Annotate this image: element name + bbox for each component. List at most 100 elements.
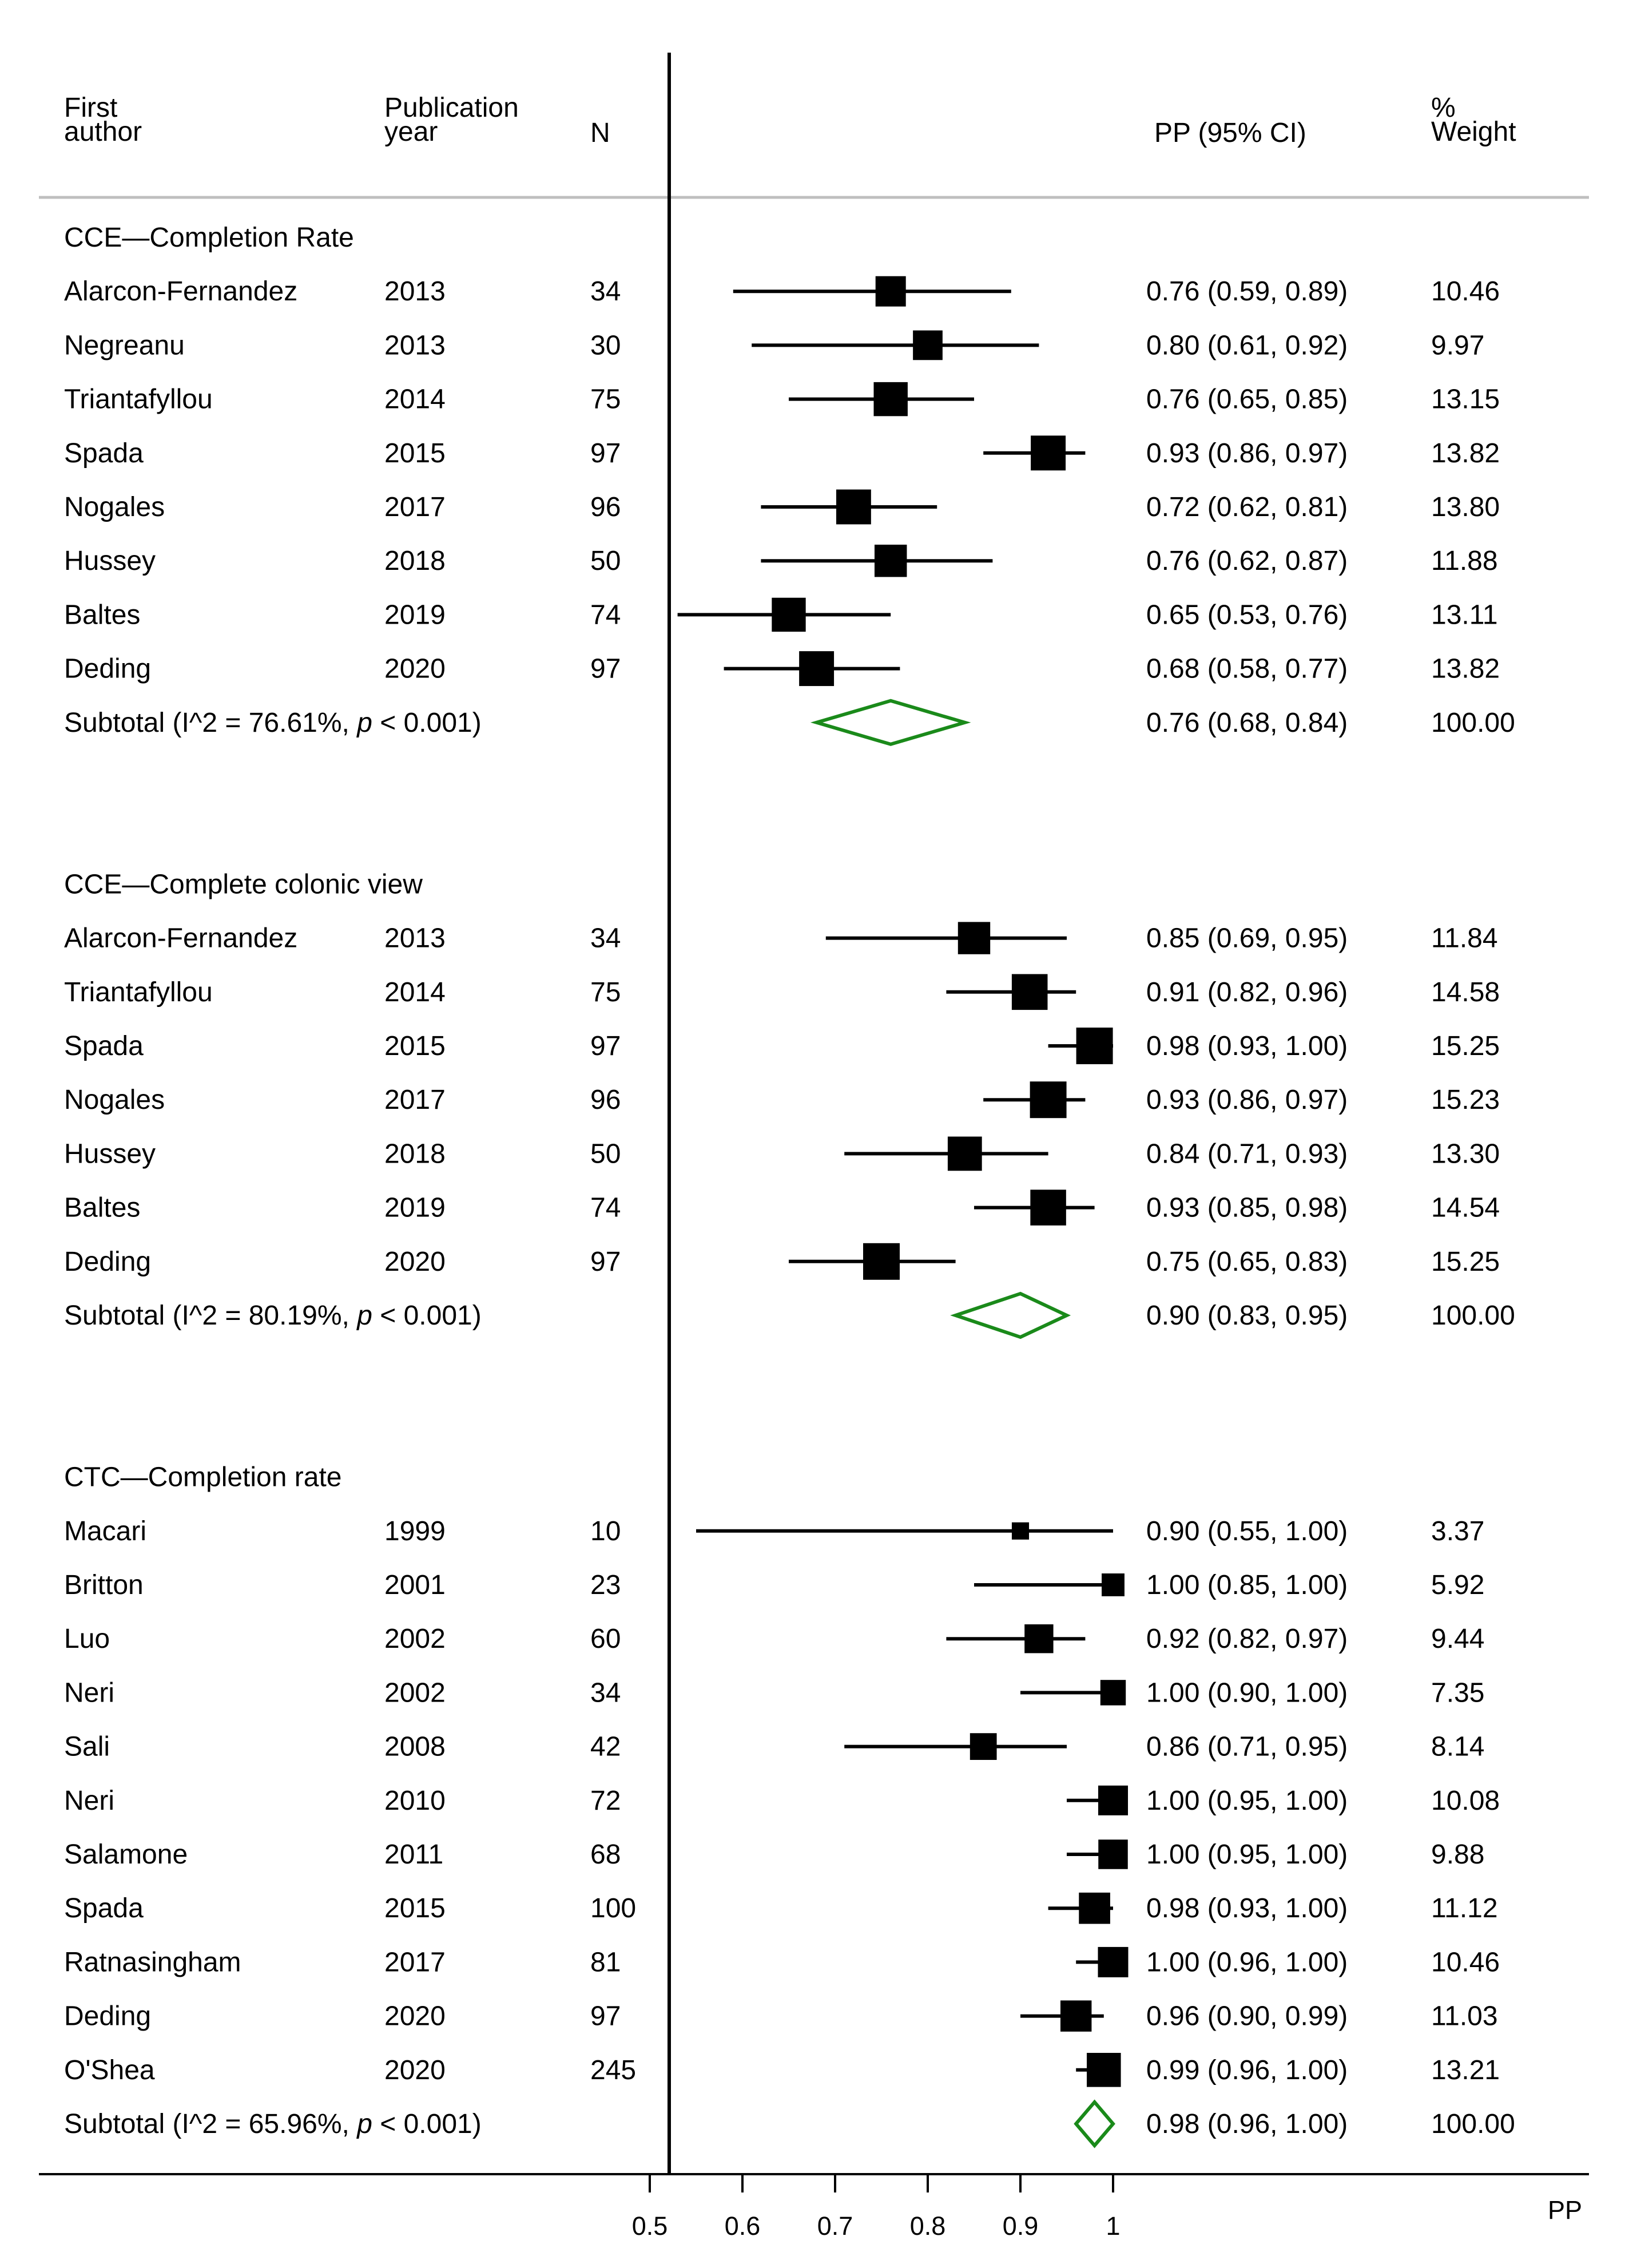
study-3-5-year: 2008 xyxy=(384,1732,446,1762)
x-axis-title: PP xyxy=(1548,2195,1582,2225)
study-3-3-author: Luo xyxy=(64,1624,110,1654)
study-2-5-marker xyxy=(947,1136,982,1171)
study-2-7-weight: 15.25 xyxy=(1431,1247,1500,1277)
study-2-7-ci-text: 0.75 (0.65, 0.83) xyxy=(1146,1247,1348,1277)
study-3-7-n: 68 xyxy=(590,1839,621,1870)
study-1-8-author: Deding xyxy=(64,654,151,684)
study-3-4-marker xyxy=(1100,1680,1126,1706)
x-tick-label-4: 0.8 xyxy=(910,2211,946,2241)
study-2-6-marker xyxy=(1030,1189,1066,1226)
study-3-6-year: 2010 xyxy=(384,1786,446,1816)
header-first-author-line1: First xyxy=(64,93,117,123)
study-1-5-n: 96 xyxy=(590,492,621,522)
study-3-5-weight: 8.14 xyxy=(1431,1732,1484,1762)
study-1-6-year: 2018 xyxy=(384,546,446,576)
study-3-2-author: Britton xyxy=(64,1570,144,1600)
study-2-1-ci-text: 0.85 (0.69, 0.95) xyxy=(1146,923,1348,954)
x-tick-label-6: 1 xyxy=(1106,2211,1120,2241)
study-1-4-marker xyxy=(1031,435,1066,471)
study-2-1-author: Alarcon-Fernandez xyxy=(64,923,297,954)
study-3-9-author: Ratnasingham xyxy=(64,1947,241,1977)
study-2-4-weight: 15.23 xyxy=(1431,1085,1500,1115)
subtotal-1-label: Subtotal (I^2 = 76.61%, p < 0.001) xyxy=(64,708,482,738)
x-tick-label-1: 0.5 xyxy=(632,2211,668,2241)
study-1-1-ci-text: 0.76 (0.59, 0.89) xyxy=(1146,276,1348,307)
study-3-4-year: 2002 xyxy=(384,1678,446,1708)
study-3-8-weight: 11.12 xyxy=(1431,1893,1498,1924)
study-2-3-marker xyxy=(1076,1028,1113,1064)
study-1-7-year: 2019 xyxy=(384,600,446,630)
study-2-5-year: 2018 xyxy=(384,1139,446,1169)
study-2-2-n: 75 xyxy=(590,977,621,1008)
study-2-7-year: 2020 xyxy=(384,1247,446,1277)
header-publication-year-line1: Publication xyxy=(384,93,519,123)
study-2-4-marker xyxy=(1030,1081,1067,1119)
study-1-5-marker xyxy=(836,489,871,525)
x-tick-label-5: 0.9 xyxy=(1003,2211,1039,2241)
study-3-10-author: Deding xyxy=(64,2001,151,2032)
study-3-4-author: Neri xyxy=(64,1678,114,1708)
study-3-7-year: 2011 xyxy=(384,1839,443,1870)
study-2-7-author: Deding xyxy=(64,1247,151,1277)
study-3-3-marker xyxy=(1024,1624,1054,1654)
study-2-1-n: 34 xyxy=(590,923,621,954)
study-2-3-weight: 15.25 xyxy=(1431,1031,1500,1061)
study-3-1-year: 1999 xyxy=(384,1516,446,1547)
study-2-3-author: Spada xyxy=(64,1031,144,1061)
study-3-8-author: Spada xyxy=(64,1893,144,1924)
study-1-2-marker xyxy=(913,330,943,360)
study-3-6-marker xyxy=(1098,1785,1129,1815)
study-2-6-n: 74 xyxy=(590,1193,621,1223)
study-3-11-author: O'Shea xyxy=(64,2055,155,2085)
study-3-6-author: Neri xyxy=(64,1786,114,1816)
subtotal-1-ci-text: 0.76 (0.68, 0.84) xyxy=(1146,708,1348,738)
study-2-2-year: 2014 xyxy=(384,977,446,1008)
study-3-2-n: 23 xyxy=(590,1570,621,1600)
study-1-5-ci-text: 0.72 (0.62, 0.81) xyxy=(1146,492,1348,522)
subtotal-3-weight: 100.00 xyxy=(1431,2109,1515,2139)
study-3-10-weight: 11.03 xyxy=(1431,2001,1498,2032)
study-2-2-weight: 14.58 xyxy=(1431,977,1500,1008)
group-title-3: CTC—Completion rate xyxy=(64,1462,341,1493)
study-3-2-year: 2001 xyxy=(384,1570,446,1600)
study-1-1-marker xyxy=(875,276,906,307)
study-1-3-author: Triantafyllou xyxy=(64,384,213,415)
study-2-4-year: 2017 xyxy=(384,1085,446,1115)
header-estimate: PP (95% CI) xyxy=(1154,118,1306,148)
subtotal-2-label: Subtotal (I^2 = 80.19%, p < 0.001) xyxy=(64,1300,482,1331)
study-1-2-ci-text: 0.80 (0.61, 0.92) xyxy=(1146,330,1348,360)
study-3-1-author: Macari xyxy=(64,1516,146,1547)
study-2-6-ci-text: 0.93 (0.85, 0.98) xyxy=(1146,1193,1348,1223)
study-3-9-year: 2017 xyxy=(384,1947,446,1977)
study-3-11-year: 2020 xyxy=(384,2055,446,2085)
study-3-6-n: 72 xyxy=(590,1786,621,1816)
group-title-1: CCE—Completion Rate xyxy=(64,223,354,253)
header-weight-line2: Weight xyxy=(1431,117,1516,147)
study-1-7-marker xyxy=(772,597,806,632)
study-1-6-author: Hussey xyxy=(64,546,156,576)
study-3-5-n: 42 xyxy=(590,1732,621,1762)
study-3-7-ci-text: 1.00 (0.95, 1.00) xyxy=(1146,1839,1348,1870)
study-3-2-ci-text: 1.00 (0.85, 1.00) xyxy=(1146,1570,1348,1600)
study-2-7-n: 97 xyxy=(590,1247,621,1277)
study-1-3-weight: 13.15 xyxy=(1431,384,1500,415)
study-3-3-weight: 9.44 xyxy=(1431,1624,1484,1654)
study-1-3-marker xyxy=(873,382,908,417)
study-1-1-weight: 10.46 xyxy=(1431,276,1500,307)
study-2-6-author: Baltes xyxy=(64,1193,140,1223)
study-2-1-year: 2013 xyxy=(384,923,446,954)
study-1-4-n: 97 xyxy=(590,438,621,469)
study-3-3-year: 2002 xyxy=(384,1624,446,1654)
study-1-2-year: 2013 xyxy=(384,330,446,360)
study-2-1-marker xyxy=(957,922,991,954)
study-1-6-weight: 11.88 xyxy=(1431,546,1498,576)
study-3-11-n: 245 xyxy=(590,2055,636,2085)
study-2-1-weight: 11.84 xyxy=(1431,923,1498,954)
study-2-6-year: 2019 xyxy=(384,1193,446,1223)
study-3-8-ci-text: 0.98 (0.93, 1.00) xyxy=(1146,1893,1348,1924)
study-1-7-author: Baltes xyxy=(64,600,140,630)
study-3-5-author: Sali xyxy=(64,1732,110,1762)
study-1-2-n: 30 xyxy=(590,330,621,360)
study-3-8-marker xyxy=(1079,1892,1110,1924)
